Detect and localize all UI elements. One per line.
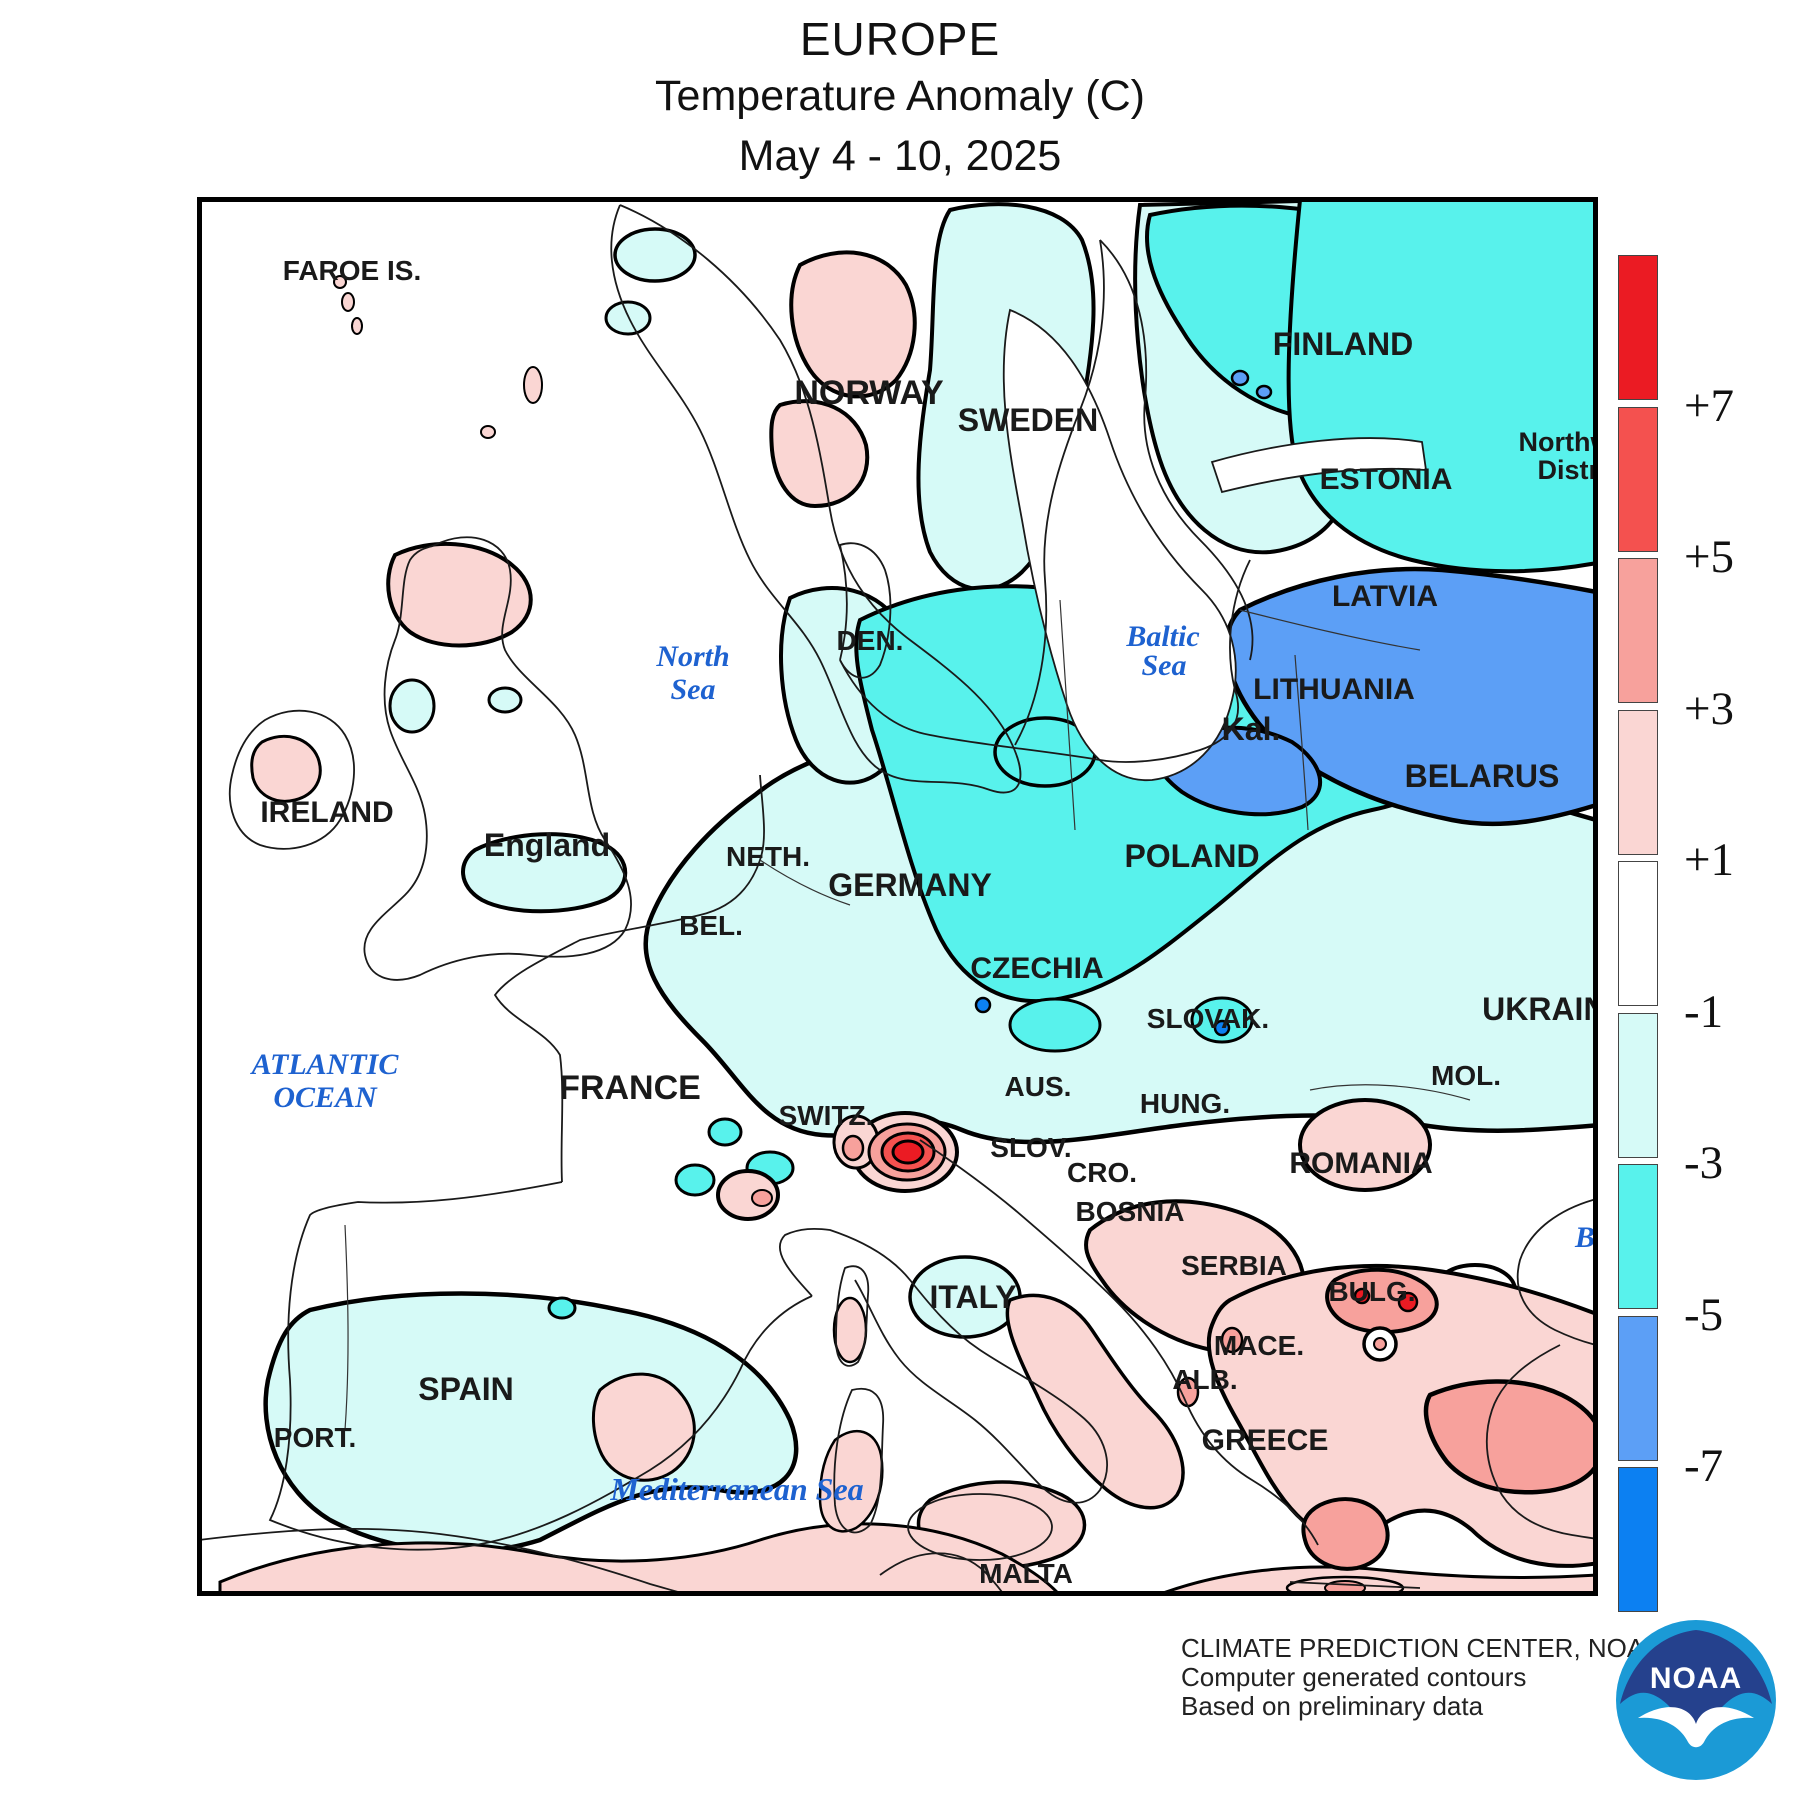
country-label-finland: FINLAND <box>1273 326 1413 362</box>
country-label-estonia: ESTONIA <box>1320 463 1453 496</box>
country-label-norway: NORWAY <box>794 374 944 412</box>
country-label-ukraine: UKRAINE <box>1482 991 1598 1027</box>
country-label-slov-: SLOV. <box>990 1132 1071 1163</box>
legend-tick--3: -3 <box>1684 1137 1724 1189</box>
legend-tick-+3: +3 <box>1684 682 1735 735</box>
country-label-hung-: HUNG. <box>1140 1088 1230 1119</box>
country-label-cro-: CRO. <box>1067 1157 1137 1188</box>
country-label-bel-: BEL. <box>679 910 743 941</box>
legend-block-pale_pink <box>1618 709 1658 855</box>
sea-label-ocean: OCEAN <box>273 1081 378 1114</box>
country-label-mol-: MOL. <box>1431 1060 1501 1091</box>
legend-block-pale_cyan <box>1618 1012 1658 1158</box>
legend-block-white <box>1618 861 1658 1006</box>
country-label-serbia: SERBIA <box>1181 1250 1287 1281</box>
country-label-port-: PORT. <box>274 1422 356 1453</box>
legend-tick-+5: +5 <box>1684 531 1735 583</box>
sea-label-b: B <box>1574 1221 1595 1254</box>
country-label-switz-: SWITZ. <box>779 1100 874 1131</box>
attribution-line-2: Computer generated contours <box>1181 1662 1527 1692</box>
legend-tick--5: -5 <box>1684 1288 1724 1341</box>
country-label-germany: GERMANY <box>828 867 992 903</box>
country-label-mace-: MACE. <box>1214 1330 1304 1361</box>
noaa-logo-text: NOAA <box>1650 1662 1742 1695</box>
legend-block-cornflower <box>1618 1315 1658 1461</box>
noaa-logo-fan <box>1620 1630 1772 1740</box>
legend-tick-+1: +1 <box>1684 834 1735 886</box>
warm-bullseye <box>832 996 1419 1313</box>
country-label-aus-: AUS. <box>1005 1071 1072 1102</box>
country-label-sweden: SWEDEN <box>958 402 1098 438</box>
country-label-malta: MALTA <box>979 1558 1073 1589</box>
country-label-latvia: LATVIA <box>1332 580 1438 613</box>
country-label-spain: SPAIN <box>418 1371 513 1407</box>
legend-block-light_salmon <box>1618 558 1658 703</box>
country-label-belarus: BELARUS <box>1405 758 1560 794</box>
country-label-england: England <box>484 827 610 863</box>
country-label-northw: Northw <box>1519 427 1598 457</box>
country-label-greece: GREECE <box>1202 1424 1329 1457</box>
noaa-logo: NOAA <box>1616 1620 1776 1780</box>
country-label-faroe-is-: FAROE IS. <box>283 255 421 286</box>
coastlines <box>202 204 1593 1591</box>
country-borders <box>344 599 1471 1431</box>
country-label-kal-: Kal. <box>1222 711 1281 747</box>
country-label-ireland: IRELAND <box>260 796 393 829</box>
anomaly-region-plus3-plus5 <box>751 1189 1593 1591</box>
country-label-romania: ROMANIA <box>1289 1147 1432 1180</box>
map-title: EUROPE <box>799 13 1001 65</box>
map-frame: FAROE IS. NORWAY SWEDEN FINLAND ESTONIA North… <box>197 197 1598 1596</box>
legend-block-deep_blue <box>1618 1467 1658 1612</box>
sea-label-sea: Sea <box>1142 649 1187 682</box>
country-label-distri: Distri <box>1537 455 1598 485</box>
map-subtitle: Temperature Anomaly (C) <box>655 72 1145 120</box>
legend-block-salmon_red <box>1618 406 1658 552</box>
country-label-bosnia: BOSNIA <box>1076 1196 1185 1227</box>
country-label-den-: DEN. <box>837 625 904 656</box>
country-label-france: FRANCE <box>559 1069 701 1107</box>
map-labels: FAROE IS. NORWAY SWEDEN FINLAND ESTONIA North… <box>250 255 1598 1589</box>
sea-label-baltic: Baltic <box>1125 620 1199 653</box>
country-label-alb-: ALB. <box>1172 1364 1237 1395</box>
country-label-slovak-: SLOVAK. <box>1147 1003 1269 1034</box>
attribution-line-1: CLIMATE PREDICTION CENTER, NOAA <box>1181 1633 1662 1663</box>
attribution-line-3: Based on preliminary data <box>1181 1691 1484 1721</box>
attribution: CLIMATE PREDICTION CENTER, NOAA Computer… <box>1181 1634 1662 1721</box>
sea-label-sea: Sea <box>671 673 716 706</box>
legend-block-red <box>1618 255 1658 400</box>
country-label-italy: ITALY <box>929 1279 1016 1315</box>
legend-block-cyan <box>1618 1164 1658 1309</box>
country-label-czechia: CZECHIA <box>970 952 1103 985</box>
country-label-lithuania: LITHUANIA <box>1253 673 1415 706</box>
sea-label-atlantic: ATLANTIC <box>250 1048 400 1081</box>
sea-label-north: North <box>655 640 729 673</box>
noaa-logo-gull-icon <box>1638 1707 1754 1748</box>
country-label-poland: POLAND <box>1124 838 1259 874</box>
country-label-bulg-: BULG. <box>1328 1276 1415 1307</box>
legend-tick--1: -1 <box>1684 985 1724 1038</box>
country-label-neth-: NETH. <box>726 841 810 872</box>
legend-tick--7: -7 <box>1684 1440 1724 1492</box>
europe-anomaly-map: FAROE IS. NORWAY SWEDEN FINLAND ESTONIA North… <box>202 202 1598 1591</box>
legend-tick-+7: +7 <box>1684 379 1735 432</box>
sea-label-mediterranean-sea: Mediterranean Sea <box>609 1471 863 1507</box>
map-date-range: May 4 - 10, 2025 <box>738 132 1062 180</box>
